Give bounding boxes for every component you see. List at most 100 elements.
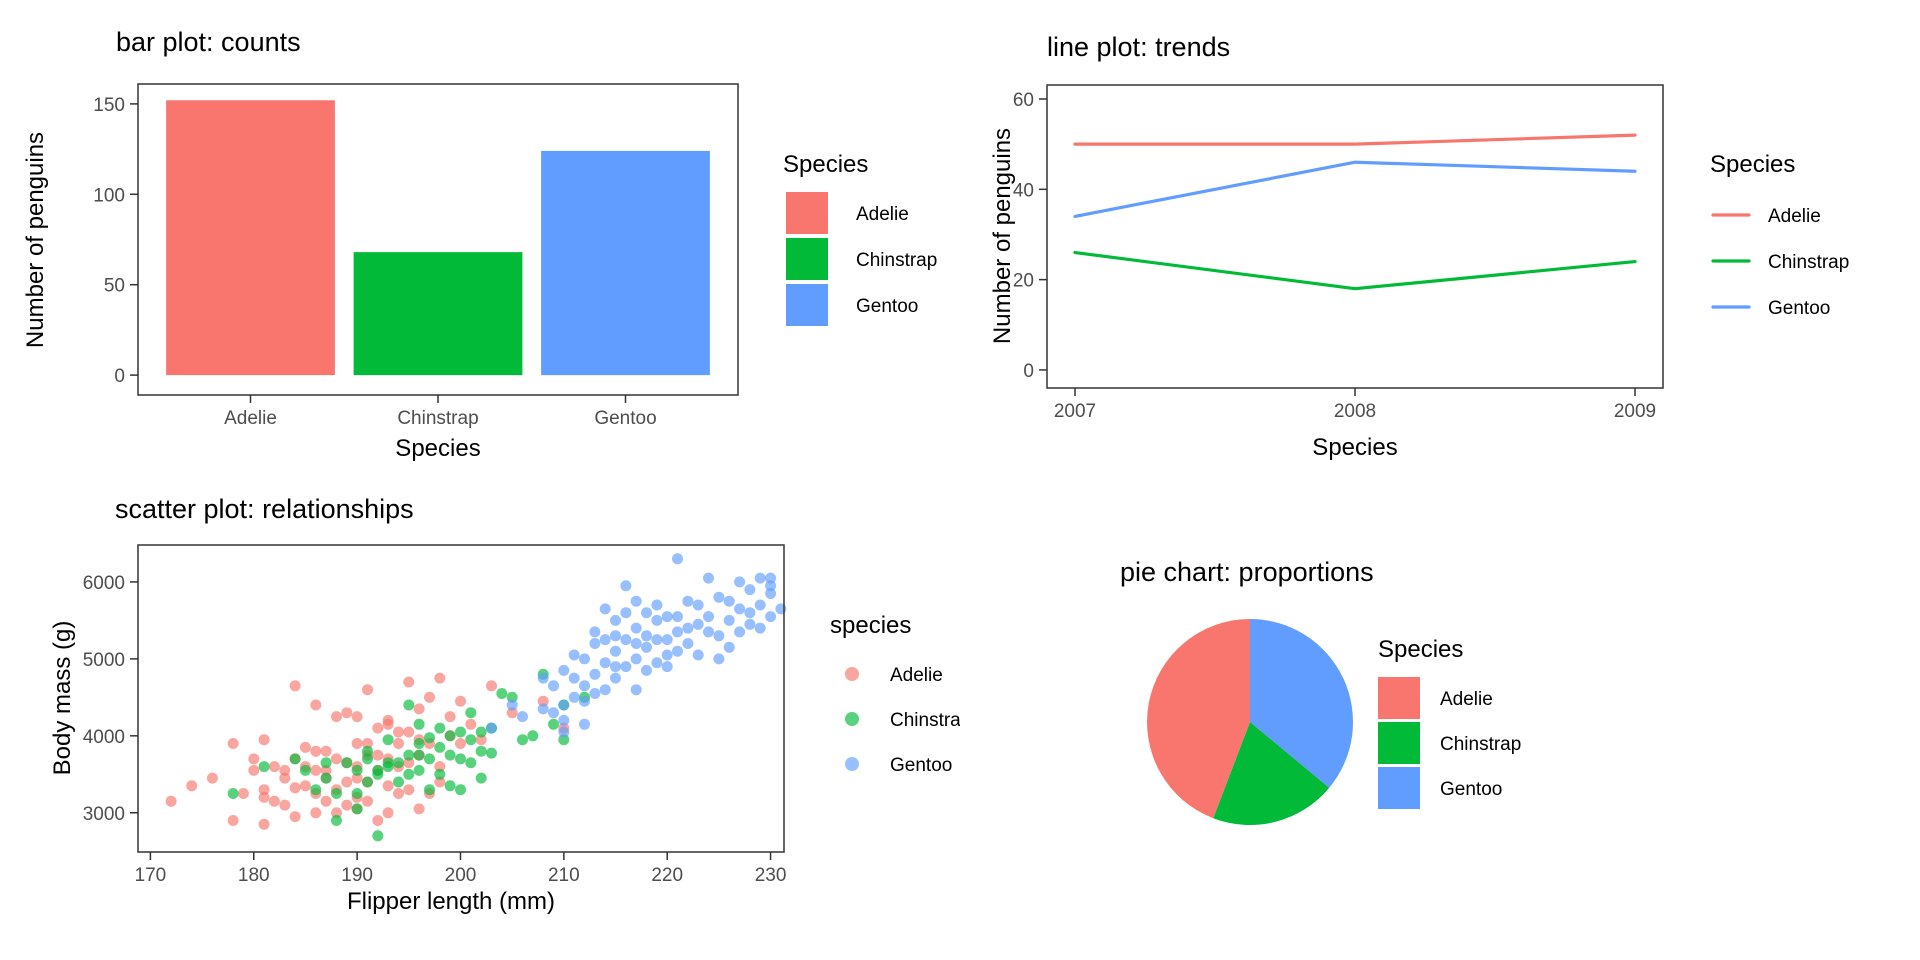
point-adelie <box>248 764 260 776</box>
pie-chart-title: pie chart: proportions <box>1120 557 1374 587</box>
point-adelie <box>393 788 404 799</box>
legend-dot-key-adelie <box>845 667 859 681</box>
point-chinstrap <box>351 788 363 799</box>
point-gentoo <box>589 668 601 680</box>
point-gentoo <box>734 603 746 615</box>
legend-label: Chinstrap <box>1768 252 1849 273</box>
point-gentoo <box>651 634 663 646</box>
bar-chart-title: bar plot: counts <box>116 27 301 57</box>
y-tick-label: 0 <box>114 366 125 387</box>
point-gentoo <box>589 626 601 638</box>
point-chinstrap <box>455 753 466 765</box>
y-tick-label: 60 <box>1013 90 1034 111</box>
point-gentoo <box>630 622 642 634</box>
legend-label: Gentoo <box>1768 298 1830 319</box>
legend-swatch-gentoo <box>786 284 828 326</box>
legend-swatch-chinstrap <box>1378 722 1420 764</box>
point-gentoo <box>641 664 652 676</box>
point-chinstrap <box>558 734 570 746</box>
point-chinstrap <box>289 753 301 765</box>
point-gentoo <box>568 649 580 661</box>
point-gentoo <box>641 607 652 619</box>
y-tick-label: 40 <box>1013 180 1034 201</box>
point-adelie <box>237 788 249 799</box>
legend-swatch-gentoo <box>1378 767 1420 809</box>
point-adelie <box>279 799 291 811</box>
x-tick-label: Adelie <box>224 408 277 429</box>
x-tick-label: 2007 <box>1054 401 1096 422</box>
point-adelie <box>299 780 311 792</box>
point-gentoo <box>537 672 549 684</box>
point-adelie <box>351 738 363 749</box>
point-adelie <box>289 811 301 823</box>
point-gentoo <box>506 699 518 711</box>
point-adelie <box>279 772 291 784</box>
x-tick-label: 190 <box>341 865 373 886</box>
point-gentoo <box>599 634 611 646</box>
point-gentoo <box>620 661 632 673</box>
point-adelie <box>403 757 415 769</box>
point-gentoo <box>610 630 621 642</box>
point-gentoo <box>579 718 590 730</box>
x-tick-label: 170 <box>135 865 167 886</box>
point-adelie <box>455 695 466 707</box>
point-gentoo <box>713 653 725 665</box>
point-adelie <box>403 676 415 688</box>
point-adelie <box>258 791 270 803</box>
y-tick-label: 4000 <box>83 727 125 748</box>
point-chinstrap <box>496 688 508 699</box>
point-adelie <box>258 818 270 830</box>
y-tick-label: 50 <box>104 276 125 297</box>
y-tick-label: 0 <box>1023 361 1034 382</box>
point-adelie <box>248 753 260 765</box>
point-gentoo <box>734 626 746 638</box>
point-chinstrap <box>362 753 373 765</box>
point-chinstrap <box>320 757 332 769</box>
x-tick-label: Gentoo <box>594 408 656 429</box>
point-gentoo <box>610 661 621 673</box>
point-gentoo <box>641 630 652 642</box>
trend-line-chinstrap <box>1073 250 1637 291</box>
point-chinstrap <box>424 732 435 744</box>
point-chinstrap <box>475 726 487 738</box>
point-gentoo <box>568 691 580 703</box>
point-gentoo <box>672 611 683 623</box>
point-adelie <box>372 722 384 734</box>
point-adelie <box>320 795 332 807</box>
bar-adelie <box>166 100 335 376</box>
point-gentoo <box>641 641 652 653</box>
point-adelie <box>465 718 477 730</box>
point-adelie <box>227 738 239 749</box>
point-gentoo <box>620 634 632 646</box>
point-adelie <box>351 772 363 784</box>
point-gentoo <box>765 588 777 599</box>
bar-chinstrap <box>353 252 523 376</box>
point-gentoo <box>630 653 642 665</box>
point-adelie <box>268 761 280 773</box>
legend-swatch-adelie <box>1378 677 1420 719</box>
point-adelie <box>413 703 425 715</box>
point-gentoo <box>548 707 559 719</box>
point-gentoo <box>754 599 766 611</box>
point-adelie <box>475 734 487 746</box>
point-adelie <box>289 782 301 794</box>
point-gentoo <box>672 553 683 565</box>
legend-swatch-adelie <box>786 192 828 234</box>
point-chinstrap <box>310 784 322 796</box>
point-gentoo <box>723 595 735 607</box>
y-tick-label: 6000 <box>83 573 125 594</box>
point-chinstrap <box>299 764 311 776</box>
point-adelie <box>413 803 425 815</box>
point-adelie <box>362 684 373 696</box>
point-chinstrap <box>372 830 384 842</box>
point-adelie <box>372 815 384 826</box>
legend-label: Adelie <box>890 665 943 686</box>
point-adelie <box>455 738 466 749</box>
point-adelie <box>310 745 322 757</box>
point-gentoo <box>682 595 694 607</box>
point-chinstrap <box>434 722 446 734</box>
legend-label: Gentoo <box>1440 779 1502 800</box>
point-chinstrap <box>455 784 466 796</box>
point-chinstrap <box>475 772 487 784</box>
point-chinstrap <box>465 707 477 719</box>
